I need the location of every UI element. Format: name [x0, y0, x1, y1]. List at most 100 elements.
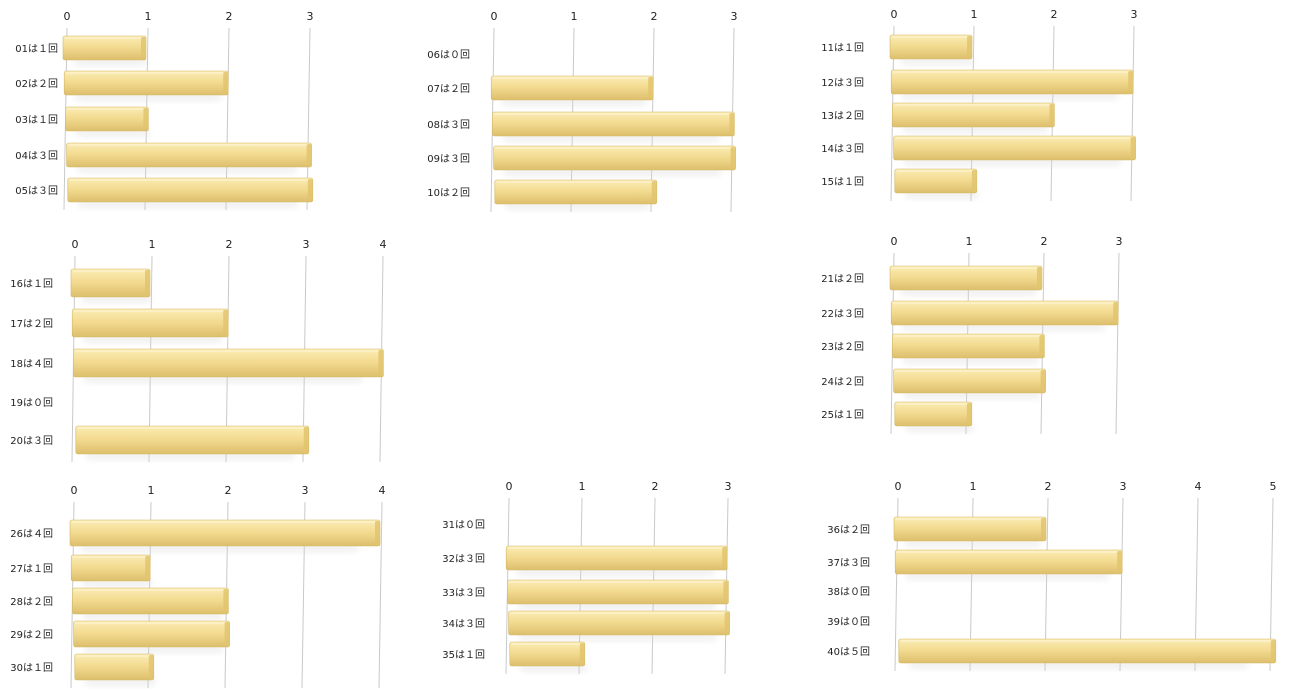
x-tick-label: 1	[966, 235, 973, 248]
x-tick-label: 0	[72, 238, 79, 251]
x-tick-label: 3	[307, 10, 314, 23]
x-tick-label: 2	[226, 10, 233, 23]
chart-panel-06-10: 0 1 2 3 06は０回 07は２回 08は３回 09は３回 10は２回	[410, 0, 810, 230]
bar-end-cap	[223, 589, 229, 613]
bar	[75, 425, 310, 460]
x-tick-label: 1	[148, 484, 155, 497]
bar-body	[505, 545, 728, 571]
category-label: 34は３回	[442, 618, 485, 630]
x-axis-ticks: 0 1 2 3	[64, 10, 314, 23]
bar-end-cap	[303, 427, 309, 453]
bar-body	[66, 142, 312, 168]
category-labels: 21は２回 22は３回 23は２回 24は２回 25は１回	[821, 273, 864, 421]
bar-chart-11-15: 0 1 2 3 11は１回 12は３回 13は２回 14は３回 15は１回	[821, 8, 1138, 202]
chart-panel-31-35: 0 1 2 3 31は０回 32は３回 33は３回 34は３回 35は１回	[420, 474, 820, 698]
category-label: 24は２回	[821, 376, 864, 388]
category-label: 09は３回	[427, 153, 470, 165]
x-tick-label: 2	[652, 480, 659, 493]
category-label: 33は３回	[442, 587, 485, 599]
x-axis-ticks: 0 1 2 3 4	[71, 484, 386, 497]
bar-body	[892, 102, 1055, 128]
bar-chart-26-30: 0 1 2 3 4 26は４回 27は１回 28は２回 29は２回 30は１回	[10, 484, 386, 689]
category-label: 39は０回	[827, 616, 870, 628]
x-axis-ticks: 0 1 2 3	[891, 235, 1123, 248]
bar	[70, 554, 153, 587]
bar	[73, 348, 384, 383]
bar-end-cap	[145, 556, 151, 580]
bar-end-cap	[651, 181, 657, 203]
bar	[72, 587, 229, 620]
x-tick-label: 3	[1131, 8, 1138, 21]
x-tick-label: 3	[303, 238, 310, 251]
bar-end-cap	[1049, 104, 1055, 126]
bar	[894, 401, 975, 432]
bar-end-cap	[579, 643, 585, 665]
bar-end-cap	[971, 170, 977, 192]
bar-end-cap	[967, 36, 972, 58]
bar-body	[892, 333, 1045, 359]
bar-end-cap	[1037, 267, 1042, 289]
bar	[892, 102, 1055, 133]
bar	[66, 142, 312, 173]
x-tick-label: 0	[891, 235, 898, 248]
x-tick-label: 1	[971, 8, 978, 21]
bar	[493, 145, 736, 176]
bar-body	[894, 168, 978, 194]
category-labels: 01は１回 02は２回 03は１回 04は３回 05は３回	[15, 43, 58, 197]
bar-body	[509, 641, 586, 667]
category-label: 35は１回	[442, 649, 485, 661]
category-label: 40は５回	[827, 646, 870, 658]
category-labels: 11は１回 12は３回 13は２回 14は３回 15は１回	[821, 42, 864, 188]
bar-end-cap	[723, 581, 729, 603]
x-tick-label: 2	[1041, 235, 1048, 248]
bar-end-cap	[143, 108, 149, 130]
bar-end-cap	[966, 403, 972, 425]
category-label: 37は３回	[827, 557, 870, 569]
bars	[490, 75, 736, 210]
bar-body	[73, 348, 384, 378]
bar-body	[62, 35, 147, 61]
bar-body	[494, 179, 658, 205]
gridline-4	[378, 501, 383, 689]
bar-body	[889, 34, 973, 60]
bar	[71, 308, 229, 343]
bar	[890, 300, 1119, 331]
bar-end-cap	[1041, 518, 1046, 540]
bar-body	[898, 638, 1277, 664]
bar-end-cap	[1040, 370, 1046, 392]
bar-end-cap	[148, 655, 154, 679]
bar-end-cap	[1130, 137, 1136, 159]
bar-end-cap	[306, 144, 312, 166]
bar-chart-06-10: 0 1 2 3 06は０回 07は２回 08は３回 09は３回 10は２回	[427, 10, 738, 213]
bar-body	[890, 300, 1119, 326]
chart-panel-16-20: 0 1 2 3 4 16は１回 17は２回 18は４回 19は０回 20は３回	[0, 230, 430, 470]
x-tick-label: 2	[1045, 480, 1052, 493]
x-tick-label: 0	[491, 10, 498, 23]
bar	[492, 111, 735, 142]
category-label: 06は０回	[427, 49, 470, 61]
bar	[890, 69, 1134, 100]
bars	[69, 519, 381, 686]
x-tick-label: 2	[651, 10, 658, 23]
bar-end-cap	[722, 547, 728, 569]
category-label: 13は２回	[821, 110, 864, 122]
x-tick-label: 0	[64, 10, 71, 23]
bars	[62, 35, 314, 208]
bar	[893, 368, 1046, 399]
bar-chart-16-20: 0 1 2 3 4 16は１回 17は２回 18は４回 19は０回 20は３回	[10, 238, 387, 463]
gridline-3	[1115, 252, 1120, 435]
category-label: 21は２回	[821, 273, 864, 285]
x-axis-ticks: 0 1 2 3	[506, 480, 732, 493]
bar-body	[73, 620, 230, 648]
x-tick-label: 3	[731, 10, 738, 23]
bar	[490, 75, 654, 106]
bar	[65, 106, 151, 137]
bars	[889, 265, 1119, 432]
bar-end-cap	[375, 521, 380, 545]
bar-end-cap	[223, 310, 229, 336]
bar-body	[69, 519, 381, 547]
bar	[509, 641, 588, 672]
category-label: 27は１回	[10, 563, 53, 575]
category-label: 30は１回	[10, 662, 53, 674]
bar	[494, 179, 658, 210]
